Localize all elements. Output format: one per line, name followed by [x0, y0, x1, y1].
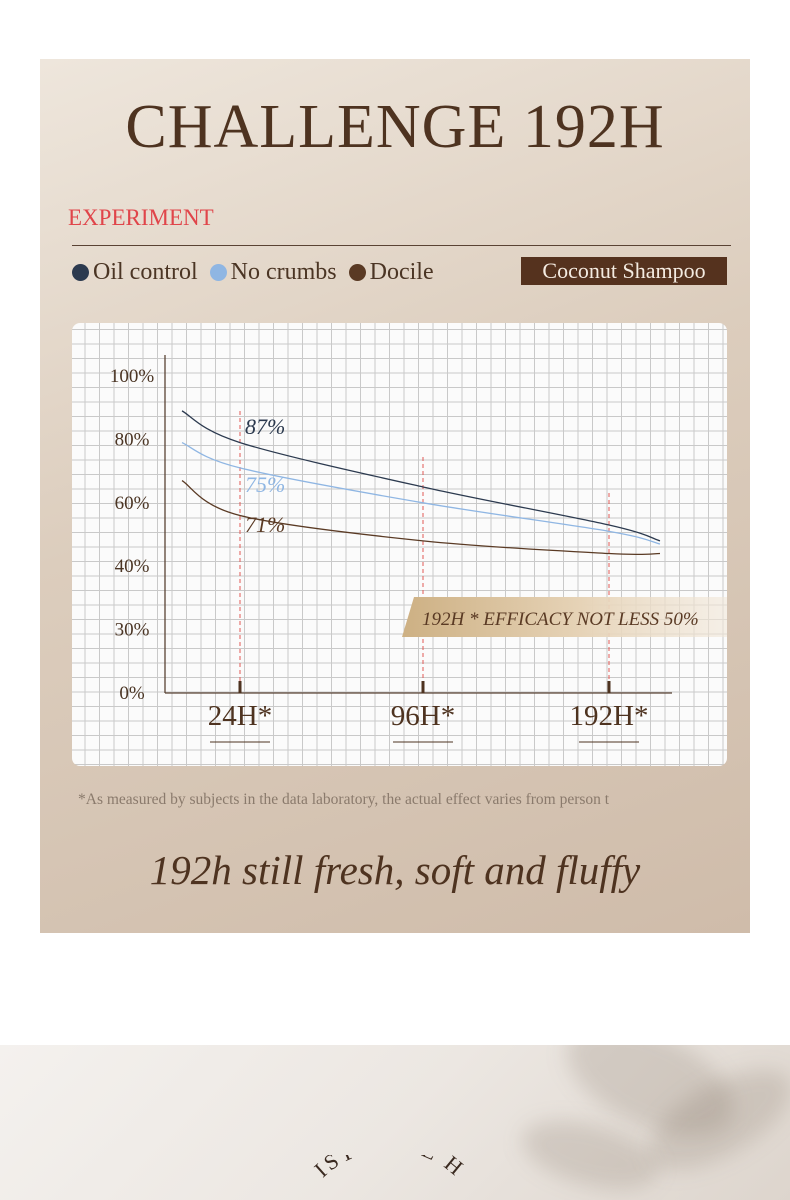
legend-label-docile: Docile: [369, 258, 434, 285]
legend: Oil control No crumbs Docile: [72, 256, 446, 288]
y-tick-label: 40%: [115, 556, 150, 577]
moisturize-seal: ISTURIZE H: [309, 1155, 470, 1182]
y-tick-label: 60%: [115, 493, 150, 514]
legend-label-oil-control: Oil control: [93, 258, 198, 285]
efficacy-ribbon: [402, 597, 727, 637]
legend-dot-docile: [348, 263, 366, 281]
data-label: 87%: [245, 414, 285, 439]
data-label: 71%: [245, 512, 285, 537]
efficacy-annotation: 192H * EFFICACY NOT LESS 50%: [422, 609, 699, 630]
x-tick-label: 24H*: [208, 700, 272, 732]
page-title: CHALLENGE 192H: [125, 93, 665, 161]
y-tick-label: 0%: [119, 683, 145, 704]
series-line-oil-control: [181, 410, 661, 542]
legend-label-no-crumbs: No crumbs: [230, 258, 337, 285]
svg-text:ISTURIZE H: ISTURIZE H: [309, 1155, 470, 1182]
legend-item-oil-control: Oil control: [72, 259, 198, 286]
x-tick-label: 192H*: [570, 700, 649, 732]
x-tick-label: 96H*: [391, 700, 455, 732]
data-label: 75%: [245, 472, 285, 497]
series-line-no-crumbs: [181, 441, 661, 545]
divider: [72, 245, 731, 246]
line-chart: 100% 80% 60% 40% 30% 0% 24H* 96H* 192H* 87% 75% 71%…: [110, 355, 727, 743]
legend-item-no-crumbs: No crumbs: [209, 258, 337, 286]
legend-dot-oil-control: [72, 263, 89, 281]
tagline: 192h still fresh, soft and fluffy: [149, 847, 641, 893]
next-section-banner: ISTURIZE H: [0, 1045, 790, 1200]
seal-text: ISTURIZE H: [309, 1155, 467, 1182]
product-badge: Coconut Shampoo: [521, 257, 727, 285]
series-line-docile: [181, 480, 661, 556]
footnote: *As measured by subjects in the data lab…: [78, 791, 610, 808]
experiment-label: EXPERIMENT: [68, 205, 214, 230]
y-tick-label: 30%: [115, 620, 150, 641]
y-tick-label: 80%: [115, 429, 150, 450]
legend-item-docile: Docile: [348, 258, 434, 286]
legend-dot-no-crumbs: [209, 263, 227, 281]
y-tick-label: 100%: [110, 366, 155, 387]
chart-area: 100% 80% 60% 40% 30% 0% 24H* 96H* 192H* 87% 75% 71%…: [72, 323, 727, 766]
